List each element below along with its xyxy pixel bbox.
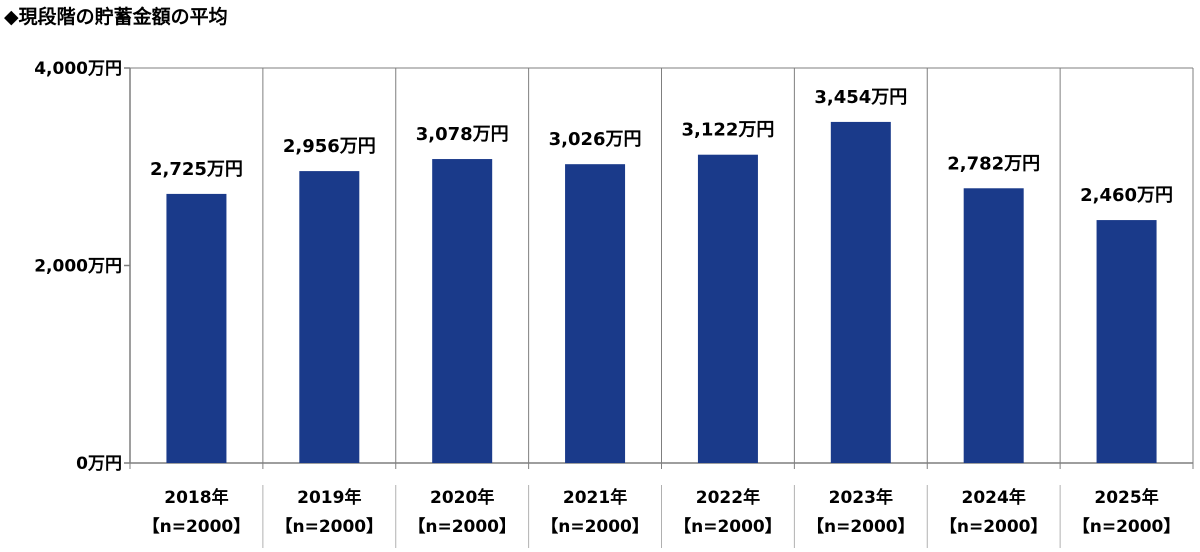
bar	[565, 164, 626, 463]
data-label: 3,454万円	[814, 87, 907, 108]
data-label: 3,122万円	[681, 120, 774, 141]
bar	[299, 171, 360, 463]
category-sublabel: 【n=2000】	[143, 516, 251, 537]
category-sublabel: 【n=2000】	[275, 516, 383, 537]
chart-title: ◆現段階の貯蓄金額の平均	[4, 6, 228, 28]
bar	[432, 159, 493, 464]
y-tick-label: 0万円	[76, 454, 122, 474]
category-label: 2019年	[297, 487, 361, 508]
data-label: 3,026万円	[549, 129, 642, 150]
category-sublabel: 【n=2000】	[674, 516, 782, 537]
category-sublabel: 【n=2000】	[940, 516, 1048, 537]
category-sublabel: 【n=2000】	[1073, 516, 1181, 537]
category-label: 2023年	[829, 487, 893, 508]
data-label: 2,956万円	[283, 136, 376, 157]
category-sublabel: 【n=2000】	[408, 516, 516, 537]
category-label: 2021年	[563, 487, 627, 508]
bar	[1096, 220, 1157, 463]
category-label: 2018年	[164, 487, 228, 508]
category-label: 2025年	[1094, 487, 1158, 508]
bar	[697, 154, 758, 463]
data-label: 2,782万円	[947, 153, 1040, 174]
category-label: 2022年	[696, 487, 760, 508]
bar	[963, 188, 1024, 463]
category-sublabel: 【n=2000】	[541, 516, 649, 537]
data-label: 2,460万円	[1080, 185, 1173, 206]
y-tick-label: 2,000万円	[34, 257, 122, 277]
category-label: 2024年	[962, 487, 1026, 508]
category-sublabel: 【n=2000】	[807, 516, 915, 537]
category-label: 2020年	[430, 487, 494, 508]
bar	[830, 121, 891, 463]
bar	[166, 193, 227, 463]
y-tick-label: 4,000万円	[34, 59, 122, 79]
data-label: 2,725万円	[150, 159, 243, 180]
data-label: 3,078万円	[416, 124, 509, 145]
